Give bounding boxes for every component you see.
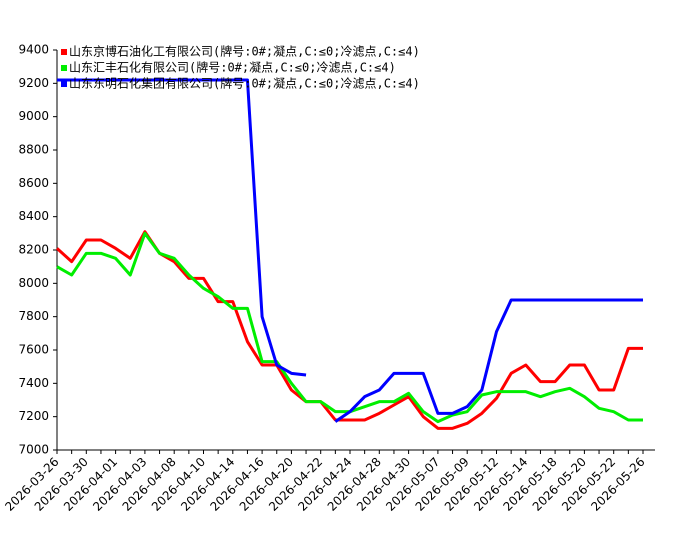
y-tick-label: 7200 [18, 409, 49, 423]
legend-label: 山东东明石化集团有限公司(牌号:0#;凝点,C:≤0;冷滤点,C:≤4) [69, 76, 420, 91]
y-tick-label: 9200 [18, 76, 49, 90]
y-tick-label: 7000 [18, 443, 49, 457]
y-tick-label: 8000 [18, 276, 49, 290]
y-tick-label: 8200 [18, 243, 49, 257]
y-tick-label: 7400 [18, 376, 49, 390]
legend-label: 山东京博石油化工有限公司(牌号:0#;凝点,C:≤0;冷滤点,C:≤4) [69, 44, 420, 59]
series-line [55, 230, 643, 430]
y-tick-label: 7600 [18, 343, 49, 357]
y-tick-label: 9000 [18, 109, 49, 123]
y-tick-label: 8600 [18, 176, 49, 190]
legend-marker [61, 81, 67, 87]
legend-label: 山东汇丰石化有限公司(牌号:0#;凝点,C:≤0;冷滤点,C:≤4) [69, 60, 396, 75]
series-line [334, 298, 643, 423]
y-tick-label: 8400 [18, 209, 49, 223]
y-tick-label: 8800 [18, 143, 49, 157]
legend-marker [61, 65, 67, 71]
y-tick-label: 7800 [18, 309, 49, 323]
series-line [57, 78, 307, 377]
legend-marker [61, 49, 67, 55]
series-line [56, 231, 643, 424]
y-tick-label: 9400 [18, 43, 49, 57]
